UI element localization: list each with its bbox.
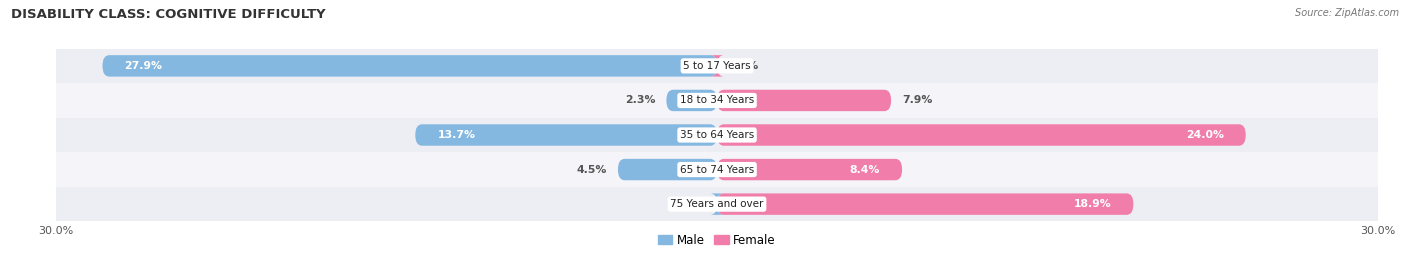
FancyBboxPatch shape: [415, 124, 717, 146]
FancyBboxPatch shape: [617, 159, 717, 180]
Text: 35 to 64 Years: 35 to 64 Years: [681, 130, 754, 140]
Bar: [56, 83, 1378, 118]
Text: Source: ZipAtlas.com: Source: ZipAtlas.com: [1295, 8, 1399, 18]
Bar: [56, 118, 1378, 152]
Text: 18 to 34 Years: 18 to 34 Years: [681, 95, 754, 106]
Text: 18.9%: 18.9%: [1074, 199, 1111, 209]
FancyBboxPatch shape: [717, 193, 1133, 215]
Text: 8.4%: 8.4%: [849, 164, 880, 175]
FancyBboxPatch shape: [710, 193, 724, 215]
Bar: [56, 152, 1378, 187]
Text: DISABILITY CLASS: COGNITIVE DIFFICULTY: DISABILITY CLASS: COGNITIVE DIFFICULTY: [11, 8, 326, 21]
Text: 24.0%: 24.0%: [1185, 130, 1223, 140]
Bar: [56, 49, 1378, 83]
FancyBboxPatch shape: [103, 55, 717, 77]
FancyBboxPatch shape: [710, 55, 724, 77]
Text: 5 to 17 Years: 5 to 17 Years: [683, 61, 751, 71]
FancyBboxPatch shape: [666, 90, 717, 111]
Legend: Male, Female: Male, Female: [658, 234, 776, 247]
Text: 75 Years and over: 75 Years and over: [671, 199, 763, 209]
Text: 7.9%: 7.9%: [903, 95, 932, 106]
Text: 0.0%: 0.0%: [728, 61, 758, 71]
Bar: [56, 187, 1378, 221]
Text: 65 to 74 Years: 65 to 74 Years: [681, 164, 754, 175]
FancyBboxPatch shape: [717, 159, 903, 180]
FancyBboxPatch shape: [717, 124, 1246, 146]
Text: 4.5%: 4.5%: [576, 164, 607, 175]
Text: 0.0%: 0.0%: [676, 199, 706, 209]
Text: 2.3%: 2.3%: [624, 95, 655, 106]
Text: 27.9%: 27.9%: [125, 61, 163, 71]
FancyBboxPatch shape: [717, 90, 891, 111]
Text: 13.7%: 13.7%: [437, 130, 475, 140]
